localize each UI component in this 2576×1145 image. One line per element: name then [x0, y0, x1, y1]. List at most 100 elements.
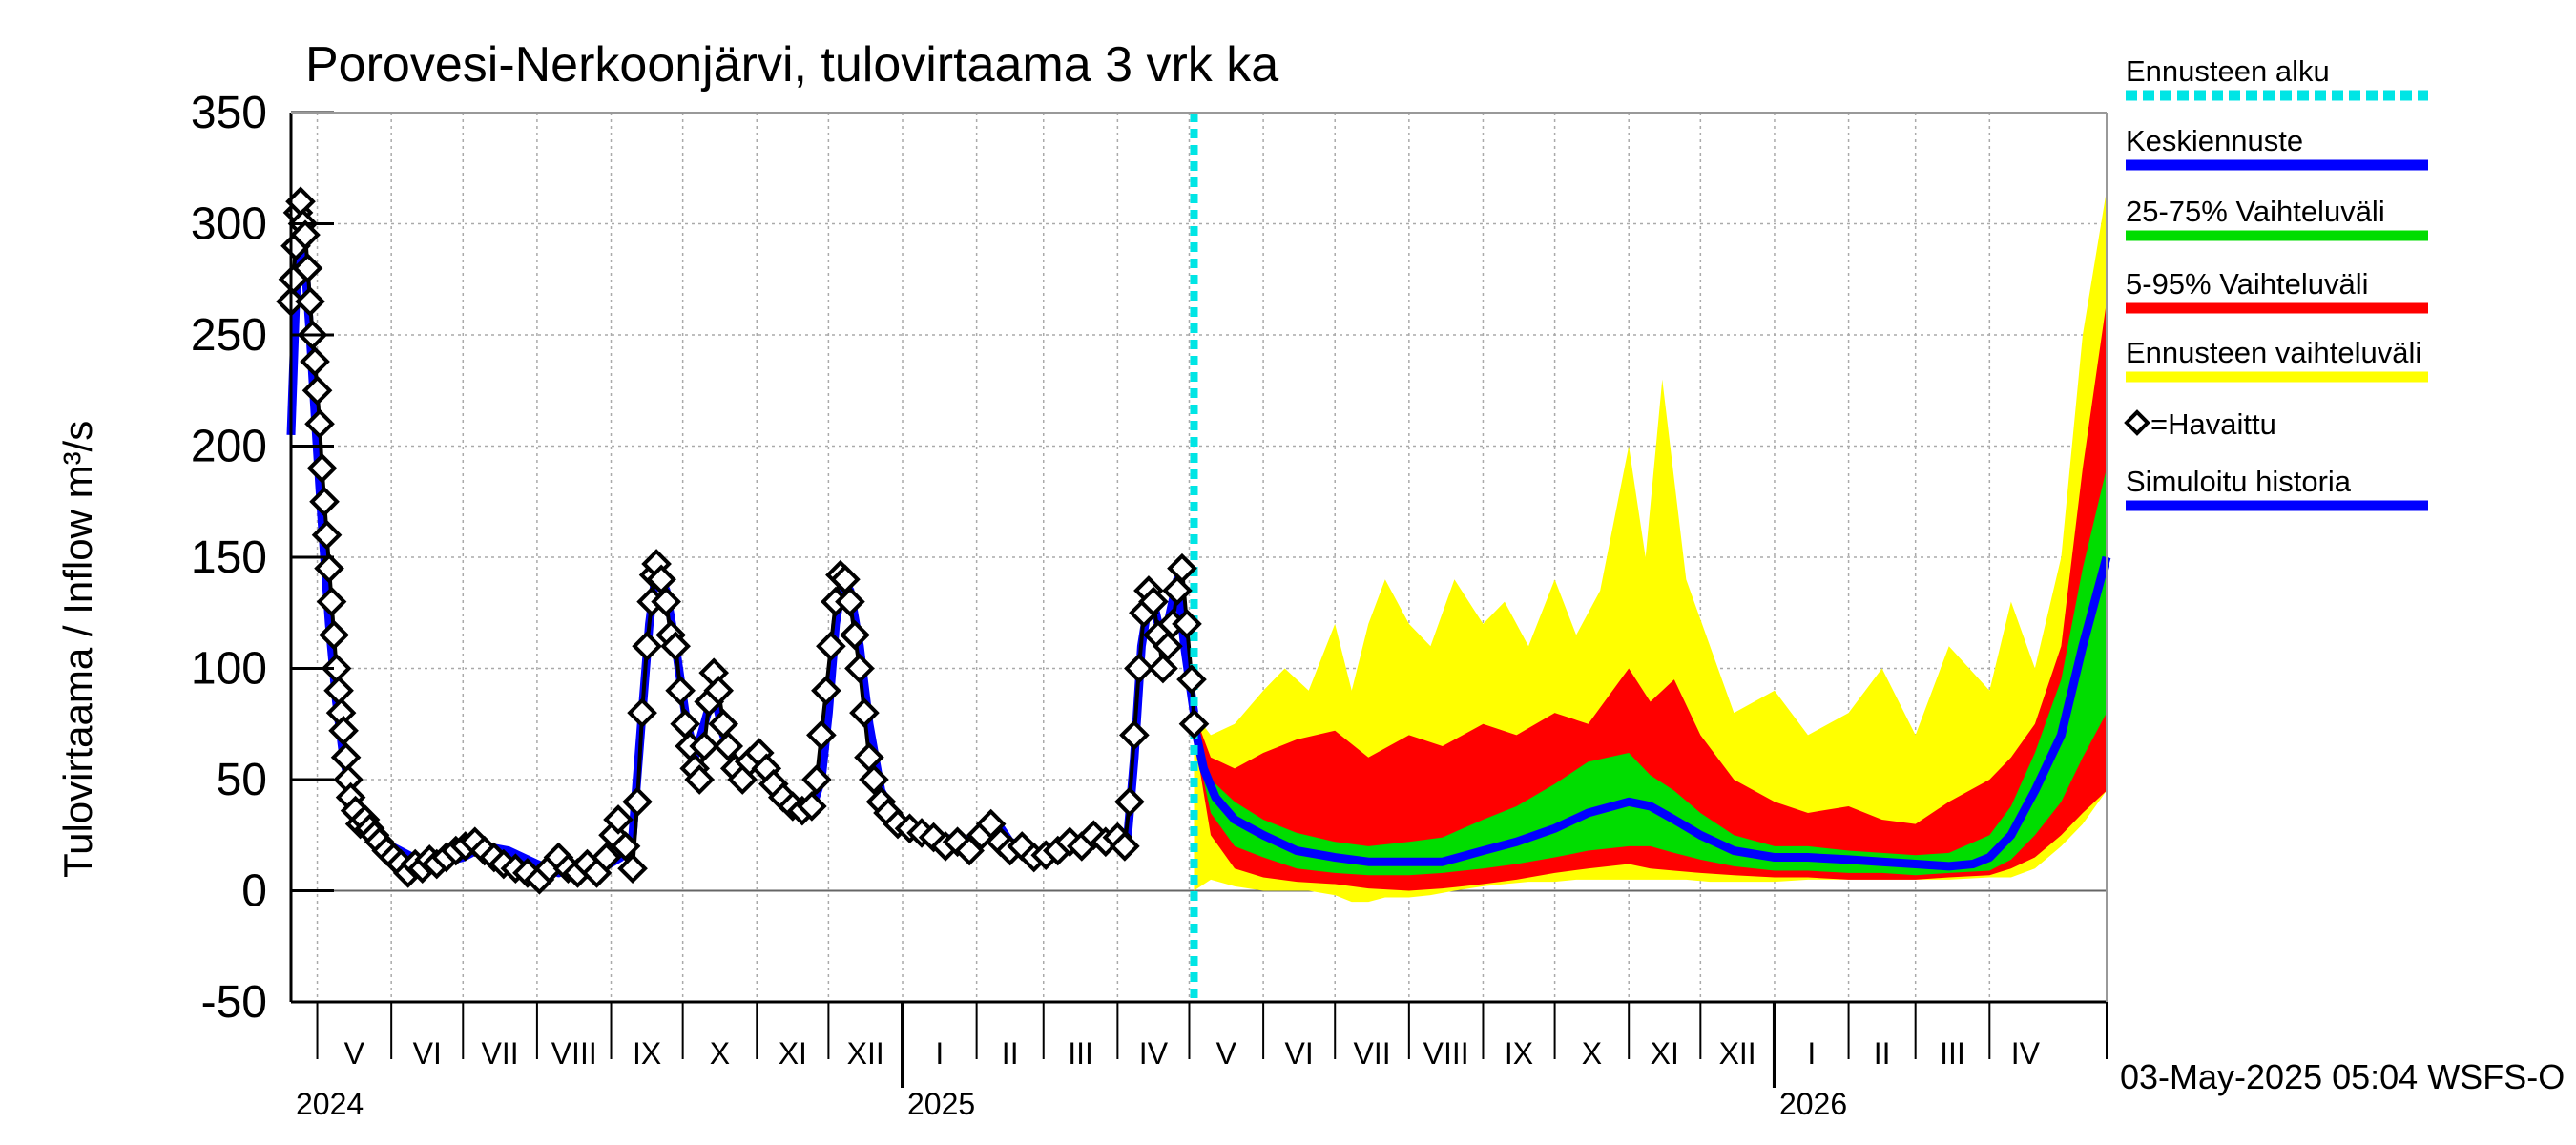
- observed-point: [840, 619, 870, 651]
- observed-point: [316, 586, 347, 617]
- observed-point: [1124, 653, 1154, 684]
- month-label: IX: [633, 1036, 661, 1071]
- y-tick-label: 250: [191, 310, 267, 361]
- observed-point: [1162, 575, 1193, 606]
- observed-point: [1178, 708, 1210, 739]
- band-ennusteen-vaihteluv-li: [1194, 190, 2107, 903]
- observed-point: [290, 219, 321, 250]
- legend-havaittu-label: =Havaittu: [2150, 407, 2276, 441]
- observed-point: [323, 675, 354, 706]
- year-label: 2026: [1779, 1087, 1847, 1121]
- month-label: VI: [413, 1036, 442, 1071]
- month-label: VII: [1353, 1036, 1390, 1071]
- month-label: XI: [779, 1036, 807, 1071]
- y-tick-label: -50: [201, 977, 267, 1028]
- observed-point: [1138, 586, 1169, 617]
- observed-point: [314, 552, 344, 584]
- observed-point: [301, 375, 333, 406]
- observed-point: [306, 452, 338, 484]
- observed-point: [801, 764, 832, 795]
- observed-point: [713, 731, 744, 761]
- y-tick-label: 0: [241, 866, 267, 917]
- observed-point: [300, 346, 330, 377]
- month-label: II: [1874, 1036, 1891, 1071]
- legend-simuloitu-historia-label: Simuloitu historia: [2126, 465, 2352, 498]
- observed-point: [292, 253, 323, 283]
- month-label: VI: [1285, 1036, 1314, 1071]
- legend-ennusteen-alku-label: Ennusteen alku: [2126, 54, 2330, 88]
- observed-point: [816, 631, 846, 662]
- observed-point: [309, 486, 340, 517]
- year-label: 2025: [907, 1087, 975, 1121]
- month-label: IX: [1505, 1036, 1533, 1071]
- legend-ennusteen-vaihteluv-li-label: Ennusteen vaihteluväli: [2126, 336, 2421, 369]
- observed-point: [844, 653, 875, 684]
- observed-point: [708, 708, 739, 739]
- month-label: XII: [847, 1036, 884, 1071]
- legend-5-95-vaihteluv-li-label: 5-95% Vaihteluväli: [2126, 267, 2368, 301]
- month-label: III: [1068, 1036, 1093, 1071]
- y-tick-label: 50: [217, 755, 267, 805]
- observed-point: [622, 786, 653, 818]
- observed-point: [603, 804, 634, 835]
- y-tick-label: 200: [191, 422, 267, 472]
- band-5-95-vaihteluv-li: [1194, 302, 2107, 891]
- footer-timestamp: 03-May-2025 05:04 WSFS-O: [2120, 1057, 2565, 1096]
- grid-layer: [291, 112, 2107, 1003]
- observed-point: [1153, 631, 1183, 662]
- observed-point: [1110, 831, 1140, 862]
- observed-point: [835, 586, 865, 617]
- month-label: V: [1216, 1036, 1237, 1071]
- observed-point: [1172, 609, 1202, 639]
- observed-point: [703, 675, 735, 706]
- observed-point: [328, 715, 359, 746]
- observed-point: [1148, 653, 1178, 684]
- chart-title: Porovesi-Nerkoonjärvi, tulovirtaama 3 vr…: [305, 37, 1278, 93]
- observed-point: [330, 741, 362, 773]
- month-label: X: [1582, 1036, 1602, 1071]
- observed-point: [632, 631, 662, 662]
- observed-point: [304, 408, 335, 440]
- month-label: XII: [1719, 1036, 1756, 1071]
- observed-point: [651, 586, 681, 617]
- observed-point: [849, 697, 880, 728]
- legend: Ennusteen alku Keskiennuste 25-75% Vaihtel…: [2124, 54, 2428, 511]
- legend-25-75-vaihteluv-li-label: 25-75% Vaihteluväli: [2126, 195, 2385, 228]
- observed-point: [806, 719, 837, 751]
- observed-point: [1176, 664, 1207, 695]
- month-label: I: [935, 1036, 944, 1071]
- observed-point: [1167, 552, 1197, 584]
- observed-point: [610, 831, 641, 862]
- observed-point: [811, 675, 841, 706]
- observed-point: [954, 835, 985, 866]
- month-label: I: [1807, 1036, 1816, 1071]
- observed-point: [670, 708, 700, 739]
- month-label: V: [344, 1036, 365, 1071]
- observed-point: [797, 791, 827, 822]
- y-tick-label: 300: [191, 199, 267, 250]
- observed-point: [617, 853, 648, 885]
- month-label: IV: [1139, 1036, 1169, 1071]
- observed-point: [665, 675, 696, 706]
- month-label: X: [710, 1036, 730, 1071]
- month-label: IV: [2011, 1036, 2041, 1071]
- observed-point: [319, 619, 349, 651]
- observed-point: [689, 731, 720, 761]
- legend-havaittu-marker: [2124, 409, 2150, 436]
- month-label: II: [1002, 1036, 1019, 1071]
- series-keskiennuste: [1190, 555, 2111, 871]
- legend-keskiennuste-label: Keskiennuste: [2126, 124, 2303, 157]
- y-tick-label: 150: [191, 532, 267, 583]
- observed-point: [684, 764, 716, 795]
- observed-point: [591, 842, 622, 873]
- y-tick-label: 100: [191, 644, 267, 695]
- observed-point: [1114, 786, 1145, 818]
- month-label: III: [1940, 1036, 1965, 1071]
- observed-point: [311, 519, 343, 551]
- observed-point: [1119, 719, 1150, 751]
- month-label: VIII: [1423, 1036, 1469, 1071]
- month-label: XI: [1651, 1036, 1679, 1071]
- markers-layer: [276, 186, 1210, 895]
